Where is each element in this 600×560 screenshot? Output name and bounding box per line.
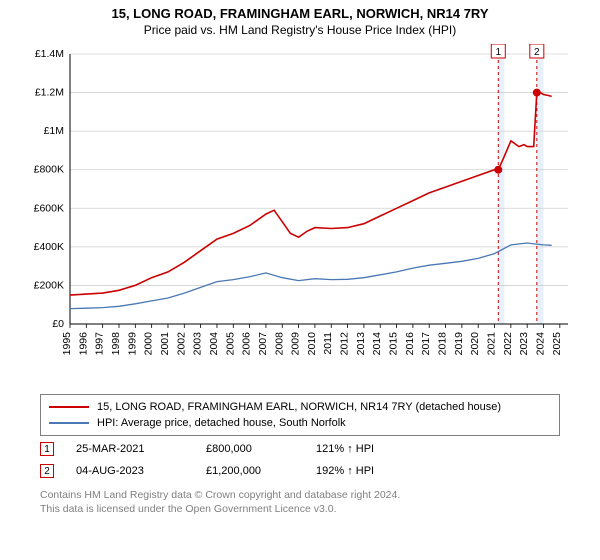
svg-text:2018: 2018 (437, 332, 449, 356)
chart-area: £0 £200K £400K £600K £800K £1M £1.2M £1.4M 1995 1… (20, 44, 580, 384)
svg-text:£600K: £600K (34, 202, 64, 214)
svg-text:2: 2 (534, 47, 540, 58)
svg-text:2019: 2019 (453, 332, 465, 356)
legend-swatch (49, 406, 89, 408)
svg-text:2014: 2014 (371, 332, 383, 356)
svg-text:2015: 2015 (388, 332, 400, 356)
chart-container: 15, LONG ROAD, FRAMINGHAM EARL, NORWICH,… (0, 0, 600, 560)
svg-text:2020: 2020 (469, 332, 481, 356)
svg-text:2021: 2021 (486, 332, 498, 356)
svg-text:2016: 2016 (404, 332, 416, 356)
sale-pct: 192% ↑ HPI (316, 465, 436, 477)
svg-text:2006: 2006 (241, 332, 253, 356)
sale-marker: 1 (40, 442, 54, 456)
sales-table: 1 25-MAR-2021£800,000121% ↑ HPI 2 04-AUG-20… (40, 438, 560, 482)
svg-text:2009: 2009 (290, 332, 302, 356)
svg-text:2000: 2000 (143, 332, 155, 356)
legend-swatch (49, 422, 89, 424)
svg-text:1998: 1998 (110, 332, 122, 356)
svg-text:2004: 2004 (208, 332, 220, 356)
svg-text:£1M: £1M (44, 125, 64, 137)
svg-text:£200K: £200K (34, 279, 64, 291)
svg-text:2012: 2012 (339, 332, 351, 356)
page-title: 15, LONG ROAD, FRAMINGHAM EARL, NORWICH,… (0, 0, 600, 21)
footer-line2: This data is licensed under the Open Gov… (40, 502, 400, 516)
svg-text:2003: 2003 (192, 332, 204, 356)
svg-text:2022: 2022 (502, 332, 514, 356)
legend-item: HPI: Average price, detached house, Sout… (49, 415, 551, 431)
sale-date: 04-AUG-2023 (76, 465, 206, 477)
legend-label: 15, LONG ROAD, FRAMINGHAM EARL, NORWICH,… (97, 401, 501, 413)
svg-text:2011: 2011 (322, 332, 334, 355)
legend-label: HPI: Average price, detached house, Sout… (97, 417, 346, 429)
svg-text:£1.2M: £1.2M (35, 87, 64, 99)
svg-text:£0: £0 (52, 318, 64, 330)
svg-text:£400K: £400K (34, 241, 64, 253)
legend-item: 15, LONG ROAD, FRAMINGHAM EARL, NORWICH,… (49, 399, 551, 415)
svg-text:2008: 2008 (273, 332, 285, 356)
svg-text:2007: 2007 (257, 332, 269, 356)
page-subtitle: Price paid vs. HM Land Registry's House … (0, 21, 600, 37)
svg-text:2010: 2010 (306, 332, 318, 356)
svg-text:2017: 2017 (420, 332, 432, 356)
svg-text:2001: 2001 (159, 332, 171, 356)
svg-text:2025: 2025 (551, 332, 563, 356)
footer-line1: Contains HM Land Registry data © Crown c… (40, 488, 400, 502)
svg-text:2005: 2005 (224, 332, 236, 356)
svg-text:2002: 2002 (175, 332, 187, 356)
svg-text:1: 1 (495, 47, 501, 58)
line-chart: £0 £200K £400K £600K £800K £1M £1.2M £1.4M 1995 1… (20, 44, 580, 384)
legend: 15, LONG ROAD, FRAMINGHAM EARL, NORWICH,… (40, 394, 560, 436)
svg-text:1996: 1996 (77, 332, 89, 356)
svg-text:2024: 2024 (535, 332, 547, 356)
svg-text:1995: 1995 (61, 332, 73, 356)
svg-text:2023: 2023 (518, 332, 530, 356)
sale-price: £1,200,000 (206, 465, 316, 477)
svg-text:£800K: £800K (34, 164, 64, 176)
sale-marker: 2 (40, 464, 54, 478)
sale-price: £800,000 (206, 443, 316, 455)
footer-attribution: Contains HM Land Registry data © Crown c… (40, 488, 400, 516)
sale-row: 1 25-MAR-2021£800,000121% ↑ HPI (40, 438, 560, 460)
sale-row: 2 04-AUG-2023£1,200,000192% ↑ HPI (40, 460, 560, 482)
sale-date: 25-MAR-2021 (76, 443, 206, 455)
svg-text:2013: 2013 (355, 332, 367, 356)
svg-text:£1.4M: £1.4M (35, 48, 64, 60)
svg-text:1999: 1999 (126, 332, 138, 356)
svg-text:1997: 1997 (94, 332, 106, 356)
sale-pct: 121% ↑ HPI (316, 443, 436, 455)
